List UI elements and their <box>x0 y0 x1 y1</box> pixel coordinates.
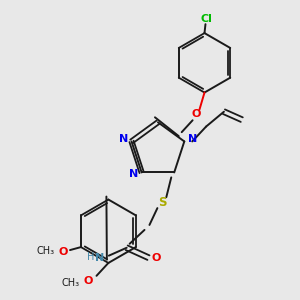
Text: CH₃: CH₃ <box>62 278 80 288</box>
Text: O: O <box>84 276 93 286</box>
Text: O: O <box>192 109 201 119</box>
Text: N: N <box>129 169 138 179</box>
Text: CH₃: CH₃ <box>36 246 54 256</box>
Text: S: S <box>158 196 166 209</box>
Text: O: O <box>58 247 68 257</box>
Text: N: N <box>95 253 105 262</box>
Text: H: H <box>87 252 95 262</box>
Text: Cl: Cl <box>200 14 212 24</box>
Text: N: N <box>119 134 128 144</box>
Text: N: N <box>188 134 197 144</box>
Text: O: O <box>152 253 161 262</box>
